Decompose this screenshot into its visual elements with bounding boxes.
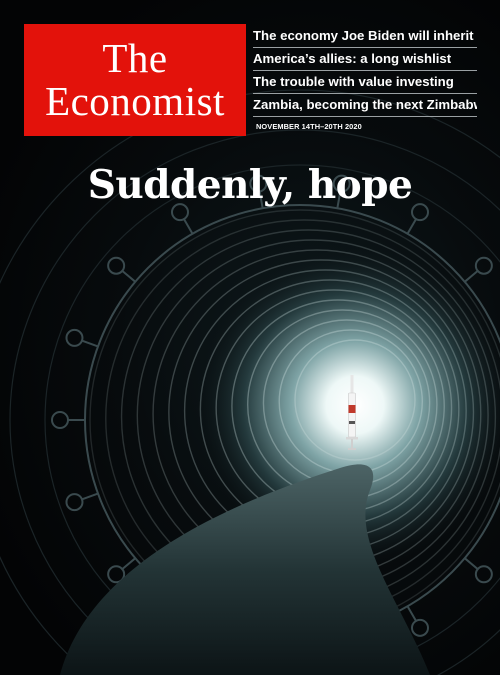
headline-item: America’s allies: a long wishlist bbox=[253, 48, 477, 71]
virus-spike-head bbox=[332, 174, 351, 193]
logo-line-the: The bbox=[102, 35, 168, 81]
virus-spike-head bbox=[474, 565, 493, 584]
headline-item: Zambia, becoming the next Zimbabwe bbox=[253, 94, 477, 117]
cover-headlines: The economy Joe Biden will inherit Ameri… bbox=[253, 25, 477, 117]
issue-date: NOVEMBER 14TH–20TH 2020 bbox=[256, 122, 362, 131]
virus-spike bbox=[120, 269, 136, 283]
virus-spike bbox=[80, 492, 99, 501]
economist-logo: The Economist bbox=[24, 24, 246, 136]
cover-title: Suddenly, hope bbox=[87, 162, 413, 208]
virus-spike-head bbox=[411, 618, 429, 637]
virus-spike-head bbox=[51, 411, 69, 429]
virus-spike bbox=[120, 557, 136, 571]
virus-spike bbox=[80, 339, 99, 348]
syringe-icon bbox=[346, 375, 358, 450]
virus-spike-head bbox=[65, 493, 84, 512]
headline-item: The economy Joe Biden will inherit bbox=[253, 25, 477, 48]
headline-item: The trouble with value investing bbox=[253, 71, 477, 94]
virus-spike-head bbox=[171, 203, 189, 222]
virus-spike-head bbox=[107, 256, 126, 275]
virus-spike-head bbox=[107, 565, 126, 584]
tunnel-floor bbox=[60, 464, 430, 675]
logo-line-economist: Economist bbox=[45, 78, 225, 124]
virus-spike bbox=[258, 190, 264, 209]
virus-spike bbox=[182, 217, 194, 235]
virus-spike-head bbox=[249, 174, 268, 193]
virus-spike-head bbox=[65, 328, 84, 347]
virus-spike bbox=[406, 605, 418, 623]
tunnel-ring bbox=[294, 339, 416, 461]
